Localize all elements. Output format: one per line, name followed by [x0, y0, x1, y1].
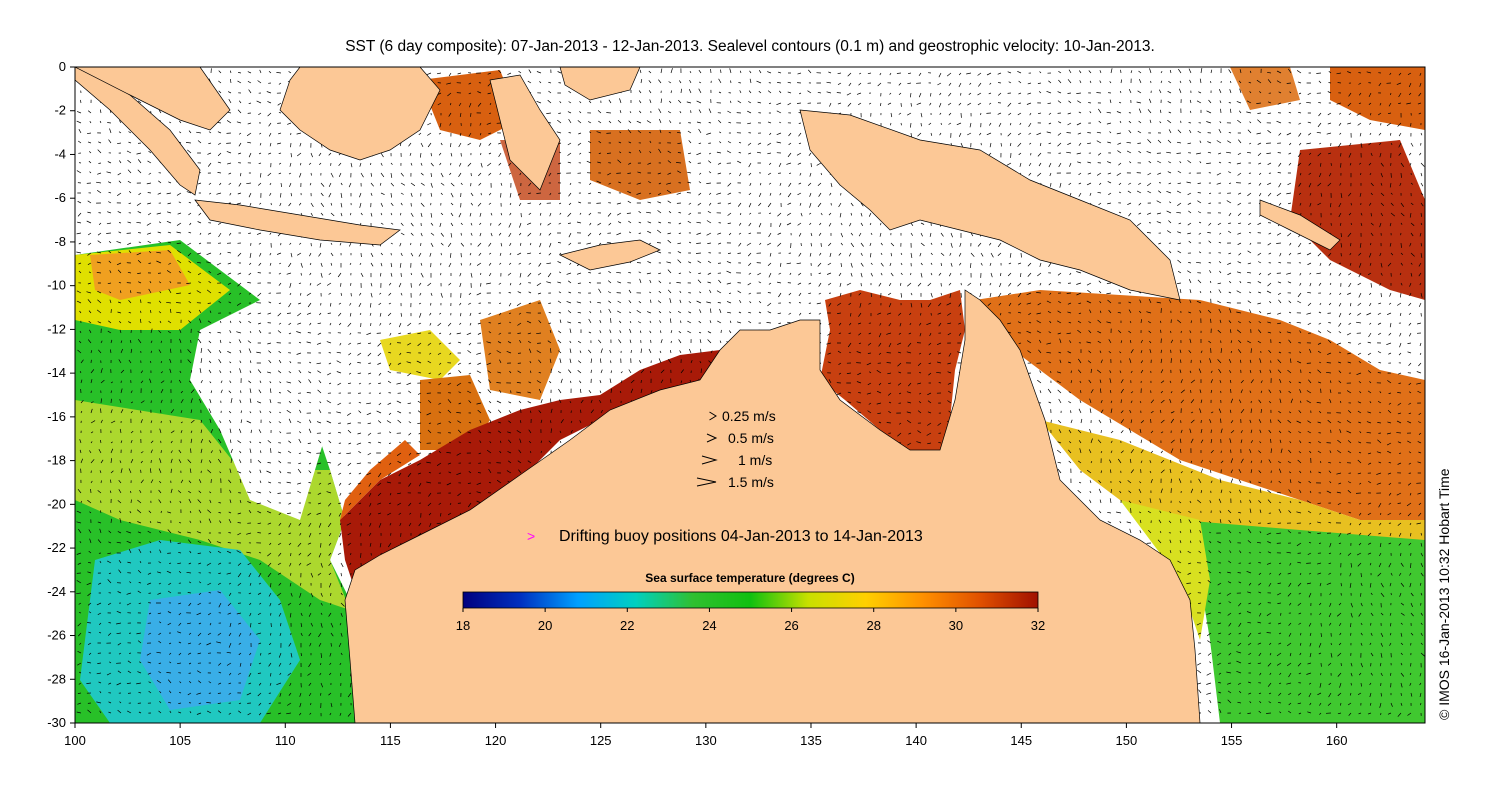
buoy-legend-marker: > — [527, 528, 535, 544]
sst-patch-indonesia2 — [590, 130, 690, 200]
sst-patch-ne2 — [1290, 140, 1425, 300]
y-tick-label: -22 — [47, 540, 66, 555]
sst-patch-timor-orange — [480, 300, 560, 400]
copyright-label: © IMOS 16-Jan-2013 10:32 Hobart Time — [1436, 468, 1452, 720]
x-tick-label: 105 — [169, 733, 191, 748]
y-tick-label: -20 — [47, 496, 66, 511]
colorbar-tick-label: 20 — [538, 618, 552, 633]
y-tick-label: -28 — [47, 671, 66, 686]
colorbar-tick-label: 32 — [1031, 618, 1045, 633]
sst-patch-timor-yellow — [380, 330, 460, 380]
x-tick-label: 155 — [1221, 733, 1243, 748]
sst-patch-west-orange — [90, 250, 190, 300]
sst-patch-nw-shelf-outer — [340, 440, 420, 520]
y-tick-label: -24 — [47, 584, 66, 599]
x-tick-label: 160 — [1326, 733, 1348, 748]
buoy-legend: > Drifting buoy positions 04-Jan-2013 to… — [527, 528, 923, 545]
y-tick-label: -12 — [47, 321, 66, 336]
velocity-legend: 0.25 m/s 0.5 m/s 1 m/s 1.5 m/s — [696, 408, 776, 490]
x-tick-label: 135 — [800, 733, 822, 748]
colorbar-tick-label: 28 — [866, 618, 880, 633]
velocity-legend-arrow — [709, 411, 717, 421]
sst-patch-coral-yellow — [1040, 420, 1425, 560]
colorbar-tick-label: 18 — [456, 618, 470, 633]
x-tick-label: 115 — [380, 733, 401, 748]
velocity-legend-label: 0.5 m/s — [728, 430, 774, 446]
velocity-legend-label: 1 m/s — [738, 452, 772, 468]
colorbar-tick-label: 26 — [784, 618, 798, 633]
x-tick-label: 100 — [64, 733, 86, 748]
colorbar-gradient — [462, 591, 1039, 609]
x-tick-label: 130 — [695, 733, 717, 748]
velocity-legend-arrow — [696, 477, 717, 487]
land-solomon — [1259, 199, 1341, 251]
sst-patch-west-blue — [140, 590, 260, 710]
x-tick-label: 145 — [1010, 733, 1032, 748]
sst-field — [75, 67, 1425, 723]
y-tick-label: 0 — [59, 59, 66, 74]
x-axis: 100 105 110 115 120 125 130 135 140 145 150 155 160 — [64, 723, 1348, 748]
x-tick-label: 110 — [275, 733, 296, 748]
land-java — [194, 199, 401, 246]
colorbar: Sea surface temperature (degrees C) 18 20… — [456, 571, 1045, 633]
sst-patch-west-yellow2 — [75, 400, 350, 610]
sst-nodata-center — [190, 300, 330, 520]
velocity-legend-label: 0.25 m/s — [722, 408, 776, 424]
sst-patch-gulf — [820, 290, 965, 455]
y-tick-label: -6 — [54, 190, 66, 205]
colorbar-tick-label: 24 — [702, 618, 716, 633]
y-tick-label: -26 — [47, 628, 66, 643]
buoy-legend-label: Drifting buoy positions 04-Jan-2013 to 1… — [559, 528, 923, 545]
y-tick-label: -4 — [54, 146, 66, 161]
y-axis: 0 -2 -4 -6 -8 -10 -12 -14 -16 -18 -20 -22 -24 -26 -28 -… — [47, 59, 75, 730]
x-tick-label: 150 — [1116, 733, 1138, 748]
land-sulawesi — [489, 74, 561, 191]
y-tick-label: -14 — [47, 365, 66, 380]
sst-patch-tasman-green — [1180, 520, 1425, 723]
y-tick-label: -16 — [47, 409, 66, 424]
colorbar-tick-label: 30 — [949, 618, 963, 633]
x-tick-label: 120 — [485, 733, 507, 748]
y-tick-label: -8 — [54, 234, 66, 249]
land-new-guinea — [799, 109, 1181, 301]
sst-patch-tasman-yellow — [1120, 500, 1210, 640]
velocity-legend-label: 1.5 m/s — [728, 474, 774, 490]
plot-frame — [74, 66, 1426, 724]
colorbar-title: Sea surface temperature (degrees C) — [645, 571, 854, 585]
y-tick-label: -10 — [47, 278, 66, 293]
sst-patch-coral-orange — [975, 290, 1425, 520]
land-philippines — [559, 67, 641, 101]
land-timor — [558, 239, 661, 271]
colorbar-tick-label: 22 — [620, 618, 634, 633]
y-tick-label: -2 — [54, 103, 66, 118]
map-title: SST (6 day composite): 07-Jan-2013 - 12-… — [345, 38, 1155, 55]
x-tick-label: 125 — [590, 733, 612, 748]
land-sumatra — [75, 67, 201, 196]
land-masses — [75, 67, 1341, 723]
colorbar-ticks: 18 20 22 24 26 28 30 32 — [456, 608, 1045, 633]
land-australia — [344, 289, 1201, 723]
land-borneo — [279, 67, 441, 161]
y-tick-label: -30 — [47, 715, 66, 730]
land-malaysia — [75, 67, 231, 131]
velocity-legend-arrow — [706, 433, 718, 443]
y-tick-label: -18 — [47, 453, 66, 468]
x-tick-label: 140 — [905, 733, 927, 748]
sst-patch-ne3 — [1230, 67, 1300, 110]
velocity-legend-arrow — [701, 455, 718, 465]
